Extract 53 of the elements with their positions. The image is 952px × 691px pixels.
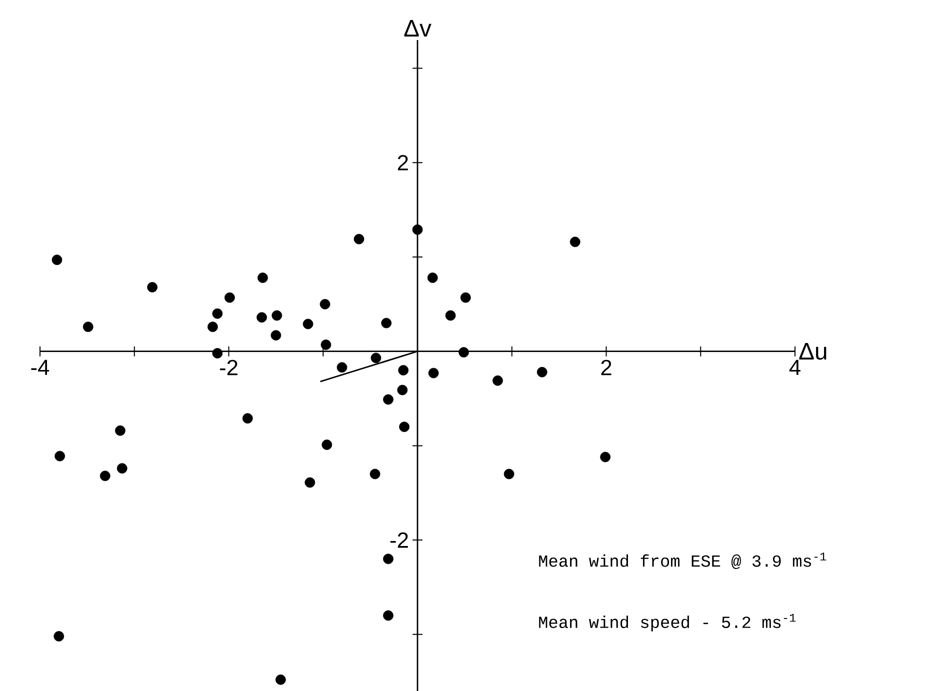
point: [397, 384, 408, 396]
point: [427, 272, 438, 283]
point: [242, 413, 253, 424]
point: [275, 674, 286, 685]
point: [147, 282, 158, 292]
point: [54, 631, 64, 642]
point: [82, 322, 94, 332]
point: [381, 318, 392, 328]
point: [258, 272, 268, 283]
point: [212, 308, 223, 319]
point: [445, 310, 456, 321]
y-axis-title: Δv: [404, 20, 432, 36]
point: [383, 554, 394, 564]
point: [212, 348, 223, 358]
point: [100, 470, 110, 482]
point: [302, 318, 314, 330]
point: [458, 347, 469, 358]
point: [354, 234, 364, 244]
point: [54, 450, 65, 462]
x-tick-label: -2: [220, 360, 238, 376]
point: [115, 425, 126, 436]
point: [370, 352, 382, 364]
x-tick-label: 2: [601, 360, 612, 376]
x-tick-label: 4: [789, 360, 800, 375]
point: [492, 375, 503, 386]
point: [322, 440, 332, 450]
point: [383, 394, 394, 405]
point: [270, 330, 282, 340]
point: [208, 322, 218, 332]
point: [336, 362, 348, 373]
point: [224, 292, 235, 303]
point: [536, 366, 548, 378]
point: [256, 312, 267, 323]
point: [504, 468, 514, 480]
point: [600, 452, 610, 462]
x-tick-label: -4: [31, 360, 50, 375]
point: [52, 254, 62, 266]
point: [428, 368, 439, 378]
point: [399, 422, 410, 432]
annotation: Mean wind from ESE @ 3.9 ms$^{-1}$: [539, 552, 826, 570]
point: [116, 463, 128, 474]
point: [272, 310, 282, 321]
x-axis-title: Δu: [799, 343, 826, 360]
point: [570, 236, 580, 248]
point: [412, 224, 423, 235]
point: [398, 365, 409, 376]
annotation: Mean wind speed - 5.2 ms$^{-1}$: [539, 614, 796, 632]
point: [383, 610, 394, 621]
point: [460, 292, 471, 303]
point: [320, 298, 330, 310]
point: [304, 477, 316, 488]
point: [370, 468, 380, 480]
point: [320, 340, 332, 350]
